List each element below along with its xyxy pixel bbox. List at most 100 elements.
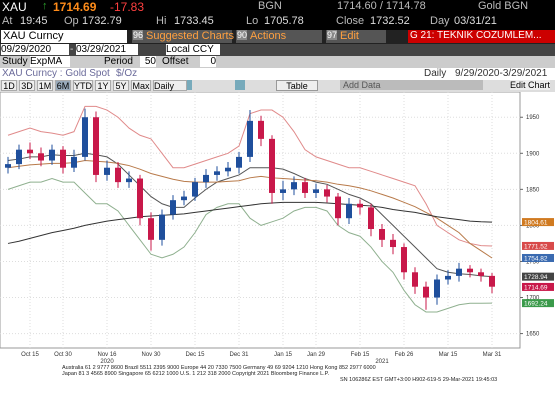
candle-body — [434, 279, 440, 298]
candle-body — [181, 196, 187, 201]
stat-label: Op — [64, 15, 79, 27]
y-tick-label: 1700 — [526, 296, 540, 302]
table-button[interactable]: Table — [276, 80, 318, 91]
candle-body — [423, 286, 429, 298]
toolbar: XAU Curncy 96 Suggested Charts 90 Actions 97… — [0, 30, 555, 44]
period[interactable]: 50 — [140, 56, 156, 67]
x-tick-label: Nov 30 — [141, 352, 161, 358]
currency[interactable]: Local CCY — [166, 44, 220, 55]
candle-body — [214, 171, 220, 175]
button-number: 97 — [327, 30, 338, 40]
candle-body — [5, 164, 11, 168]
button-label: Suggested Charts — [146, 30, 235, 42]
arrow: ↑ — [42, 0, 48, 12]
frequency-select[interactable]: Daily — [153, 80, 187, 91]
range-button[interactable]: YTD — [73, 80, 93, 91]
indicator-line — [7, 160, 493, 259]
indicator-line — [7, 178, 493, 313]
toolbar-button[interactable]: 96 Suggested Charts — [132, 30, 235, 43]
candle-body — [313, 189, 319, 193]
footer-line: SN 106286Z EST GMT+3:00 H902-619-5 29-Ma… — [340, 377, 497, 383]
candle-body — [38, 153, 44, 161]
range-button[interactable]: 1Y — [95, 80, 111, 91]
change: -17.83 — [110, 0, 145, 14]
candle-body — [247, 120, 253, 157]
candle-body — [346, 203, 352, 219]
candle-body — [368, 207, 374, 230]
candle-body — [104, 167, 110, 175]
candle-body — [467, 268, 473, 273]
x-tick-label: Jan 29 — [307, 352, 326, 358]
y-tick-label: 1750 — [526, 259, 540, 265]
stat-label: Hi — [156, 15, 167, 27]
security-input[interactable]: XAU Curncy — [1, 30, 127, 43]
buttons: 96 Suggested Charts 90 Actions 97 Edit — [132, 30, 407, 44]
price-tag — [522, 272, 554, 281]
y-tick-label: 1650 — [526, 332, 540, 338]
candle-body — [456, 268, 462, 276]
candle-body — [291, 182, 297, 190]
offset[interactable]: 0 — [200, 56, 216, 67]
candle-body — [302, 182, 308, 193]
candle-body — [236, 156, 242, 168]
study-name[interactable]: ExpMA — [30, 56, 70, 67]
stats-row: At 19:45 Op 1732.79 Hi 1733.45 Lo 1705.78 Close 1… — [0, 15, 555, 30]
x-tick-label: Oct 30 — [54, 352, 72, 358]
x-tick-label: Feb 15 — [351, 352, 370, 358]
price-tag-label: 1714.69 — [524, 284, 548, 291]
x-tick-label: Mar 31 — [483, 352, 502, 358]
year-label: 2021 — [375, 359, 389, 365]
end-date[interactable]: 03/29/2021 — [76, 44, 138, 55]
candle-body — [93, 117, 99, 175]
stat-value: 1733.45 — [174, 15, 214, 27]
button-number: 90 — [237, 30, 248, 40]
x-tick-label: Dec 15 — [185, 352, 205, 358]
range-button[interactable]: 6M — [55, 80, 71, 91]
launchpad[interactable]: G 21: TEKNIK COZUMLEM... — [408, 30, 555, 43]
candle-body — [390, 239, 396, 248]
x-tick-label: Dec 31 — [229, 352, 249, 358]
range-button[interactable]: 3D — [19, 80, 35, 91]
y-tick-label: 1850 — [526, 187, 540, 193]
range-button[interactable]: Max — [131, 80, 151, 91]
price-tag — [522, 218, 554, 227]
stat-value: 1732.79 — [82, 15, 122, 27]
toolbar-button[interactable]: 97 Edit — [326, 30, 386, 43]
price-tag — [522, 253, 554, 262]
range-button[interactable]: 1D — [1, 80, 17, 91]
ticker: XAU — [2, 0, 27, 14]
stat-value: 19:45 — [20, 15, 48, 27]
start-date[interactable]: 09/29/2020 — [1, 44, 69, 55]
range-button[interactable]: 1M — [37, 80, 53, 91]
candle-body — [192, 182, 198, 197]
candle-body — [170, 200, 176, 215]
price-tag — [522, 282, 554, 291]
y-tick-label: 1900 — [526, 151, 540, 157]
frequency: Daily — [424, 68, 447, 79]
button-label: Edit — [340, 30, 359, 42]
candle-body — [489, 275, 495, 287]
source-name: Gold BGN — [478, 0, 529, 12]
y-tick-label: 1950 — [526, 115, 540, 121]
candle-body — [137, 178, 143, 219]
stat-label: Lo — [246, 15, 259, 27]
stat-label: Close — [336, 15, 365, 27]
add-data[interactable]: Add Data — [340, 80, 483, 90]
draw-button[interactable] — [235, 80, 245, 90]
color-button[interactable] — [182, 80, 192, 90]
stat-label: At — [2, 15, 13, 27]
study-row: Study ExpMA Period 50 Offset 0 — [0, 56, 555, 68]
candle-body — [82, 117, 88, 157]
toolbar-button[interactable]: 90 Actions — [236, 30, 322, 43]
price-tag-label: 1754.82 — [524, 255, 548, 262]
candle-body — [71, 156, 77, 168]
chart-toolbar: Table Add Data Edit Chart 1D 3D 1M 6M YTD 1Y 5… — [0, 80, 555, 92]
study-label: Study — [2, 56, 28, 67]
range-button[interactable]: 5Y — [113, 80, 129, 91]
price-tag-label: 1692.24 — [524, 301, 548, 308]
candle-body — [269, 138, 275, 193]
edit-chart[interactable]: Edit Chart — [510, 80, 551, 90]
candle-body — [478, 272, 484, 276]
candle-body — [159, 214, 165, 240]
